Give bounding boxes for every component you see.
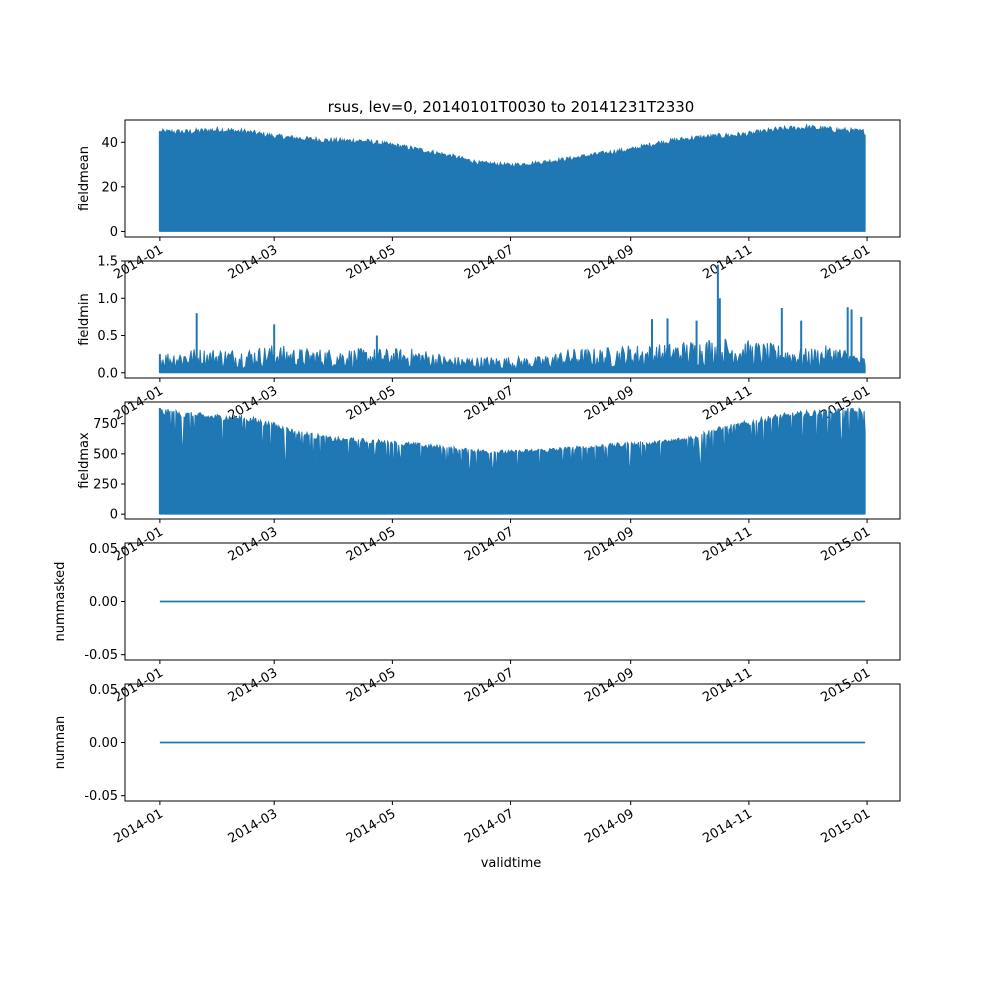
y-axis-label: nummasked bbox=[53, 562, 68, 642]
axes-frame bbox=[124, 119, 901, 238]
y-axis-label: numnan bbox=[53, 716, 68, 770]
y-tick-label: 0.5 bbox=[97, 329, 118, 344]
y-tick-label: 0.0 bbox=[97, 366, 118, 381]
y-tick-label: 750 bbox=[93, 417, 118, 432]
series-area bbox=[159, 123, 866, 232]
axes-frame bbox=[124, 260, 901, 379]
x-tick-label: 2014-07 bbox=[462, 524, 517, 564]
chart-title: rsus, lev=0, 20140101T0030 to 20141231T2… bbox=[328, 98, 695, 116]
y-tick-label: 250 bbox=[93, 478, 118, 493]
subplot-fieldmean: 0 20 40 2014-01 2014-03 2014-05 2014-07 2014-09… bbox=[77, 119, 901, 283]
x-tick-label: 2014-07 bbox=[462, 806, 517, 846]
series-area bbox=[159, 407, 866, 515]
axes-frame bbox=[124, 401, 901, 520]
x-tick-label: 2014-11 bbox=[700, 383, 755, 423]
x-tick-label: 2014-03 bbox=[226, 524, 281, 564]
x-tick-label: 2014-09 bbox=[582, 383, 637, 423]
x-tick-label: 2014-11 bbox=[700, 806, 755, 846]
y-tick-label: 0.05 bbox=[89, 683, 118, 698]
x-axis-label: validtime bbox=[481, 856, 542, 871]
x-tick-label: 2014-01 bbox=[111, 383, 166, 423]
y-tick-label: -0.05 bbox=[84, 648, 118, 663]
y-tick-label: 1.5 bbox=[97, 255, 118, 270]
x-tick-label: 2014-03 bbox=[226, 665, 281, 705]
x-tick-label: 2015-01 bbox=[819, 806, 874, 846]
x-tick-label: 2014-05 bbox=[344, 665, 399, 705]
y-tick-label: 20 bbox=[101, 180, 118, 195]
x-tick-label: 2014-07 bbox=[462, 665, 517, 705]
x-tick-label: 2014-11 bbox=[700, 665, 755, 705]
x-tick-label: 2014-03 bbox=[226, 806, 281, 846]
x-tick-label: 2014-05 bbox=[344, 806, 399, 846]
x-tick-label: 2014-09 bbox=[582, 806, 637, 846]
y-tick-label: 40 bbox=[101, 136, 118, 151]
x-tick-label: 2014-01 bbox=[111, 806, 166, 846]
x-tick-label: 2014-07 bbox=[462, 383, 517, 423]
y-tick-label: 0.00 bbox=[89, 595, 118, 610]
x-tick-label: 2014-09 bbox=[582, 524, 637, 564]
series-area bbox=[159, 338, 866, 374]
y-axis-label: fieldmean bbox=[77, 146, 92, 211]
x-tick-label: 2014-07 bbox=[462, 242, 517, 282]
x-tick-label: 2015-01 bbox=[819, 665, 874, 705]
x-tick-label: 2014-05 bbox=[344, 383, 399, 423]
x-tick-label: 2014-11 bbox=[700, 524, 755, 564]
y-tick-label: 1.0 bbox=[97, 292, 118, 307]
x-tick-label: 2015-01 bbox=[819, 242, 874, 282]
x-tick-label: 2015-01 bbox=[819, 524, 874, 564]
y-axis-label: fieldmin bbox=[77, 293, 92, 346]
y-tick-label: 500 bbox=[93, 447, 118, 462]
x-tick-label: 2014-09 bbox=[582, 242, 637, 282]
y-tick-label: 0 bbox=[110, 508, 118, 523]
subplots: 0 20 40 2014-01 2014-03 2014-05 2014-07 2014-09… bbox=[53, 119, 901, 847]
x-tick-label: 2014-11 bbox=[700, 242, 755, 282]
x-tick-label: 2014-01 bbox=[111, 524, 166, 564]
y-tick-label: 0 bbox=[110, 225, 118, 240]
x-tick-label: 2014-03 bbox=[226, 242, 281, 282]
x-tick-label: 2014-05 bbox=[344, 242, 399, 282]
subplot-numnan: -0.05 0.00 0.05 2014-01 2014-03 2014-05 2014-0… bbox=[53, 683, 901, 847]
x-tick-label: 2014-01 bbox=[111, 665, 166, 705]
y-tick-label: 0.05 bbox=[89, 542, 118, 557]
x-tick-label: 2014-05 bbox=[344, 524, 399, 564]
x-tick-label: 2014-01 bbox=[111, 242, 166, 282]
y-tick-label: 0.00 bbox=[89, 736, 118, 751]
x-tick-label: 2014-09 bbox=[582, 665, 637, 705]
subplot-fieldmax: 0 250 500 750 2014-01 2014-03 2014-05 2014-07 20… bbox=[77, 401, 901, 565]
y-axis-label: fieldmax bbox=[77, 432, 92, 489]
y-tick-label: -0.05 bbox=[84, 789, 118, 804]
